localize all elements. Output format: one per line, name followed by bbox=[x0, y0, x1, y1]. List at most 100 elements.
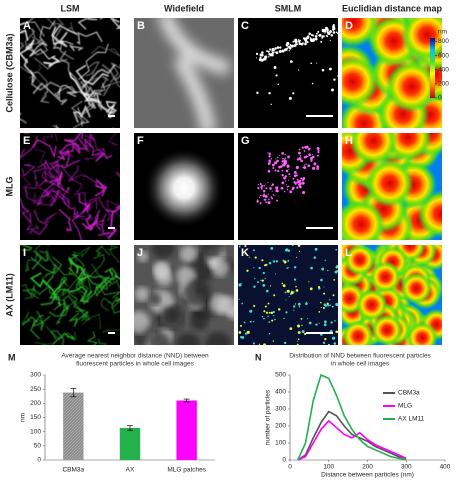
localization bbox=[307, 318, 309, 320]
fiber bbox=[96, 267, 118, 290]
localization bbox=[336, 264, 338, 268]
localization bbox=[291, 245, 294, 247]
localization bbox=[302, 37, 305, 40]
localization bbox=[271, 184, 273, 187]
y-tick-label: 150 bbox=[30, 414, 41, 421]
localization bbox=[293, 45, 296, 48]
localization bbox=[308, 32, 311, 36]
fiber bbox=[33, 159, 47, 180]
localization bbox=[315, 323, 318, 326]
fiber bbox=[115, 274, 120, 303]
x-tick-label: 400 bbox=[440, 464, 451, 471]
fiber bbox=[99, 75, 112, 97]
localization bbox=[329, 30, 332, 33]
y-tick-label: 300 bbox=[30, 372, 41, 379]
localization bbox=[329, 304, 331, 307]
localization bbox=[335, 302, 338, 307]
localization bbox=[272, 194, 275, 196]
localization bbox=[275, 158, 277, 160]
localization bbox=[303, 156, 307, 159]
fiber bbox=[77, 267, 89, 283]
localization bbox=[275, 186, 279, 190]
fiber bbox=[46, 18, 65, 27]
localization bbox=[281, 169, 284, 172]
localization bbox=[276, 159, 279, 163]
localization bbox=[288, 295, 290, 298]
fiber bbox=[88, 69, 99, 85]
localization bbox=[277, 170, 280, 173]
fiber bbox=[34, 148, 58, 178]
heat-spot bbox=[342, 55, 379, 108]
fiber bbox=[105, 204, 120, 213]
fiber bbox=[68, 254, 80, 276]
fiber bbox=[29, 42, 56, 60]
image-panel bbox=[20, 133, 120, 240]
localization bbox=[316, 146, 320, 150]
localization bbox=[293, 174, 297, 178]
localization bbox=[301, 178, 305, 181]
localization bbox=[259, 56, 262, 59]
localization bbox=[286, 267, 288, 269]
blob bbox=[134, 337, 148, 345]
localization bbox=[284, 180, 287, 182]
localization bbox=[310, 159, 313, 162]
localization bbox=[286, 41, 290, 46]
fiber bbox=[56, 289, 76, 309]
image-panel bbox=[134, 18, 234, 128]
localization bbox=[282, 157, 284, 160]
localization bbox=[243, 330, 245, 332]
blob bbox=[134, 286, 150, 302]
localization bbox=[263, 317, 265, 320]
localization bbox=[260, 194, 262, 197]
fiber bbox=[51, 24, 78, 46]
fiber bbox=[24, 42, 41, 53]
localization bbox=[316, 154, 319, 157]
localization bbox=[254, 256, 257, 259]
fiber bbox=[107, 245, 120, 263]
fiber bbox=[100, 297, 114, 312]
blob bbox=[179, 245, 198, 263]
localization bbox=[297, 245, 301, 247]
localization bbox=[295, 256, 298, 258]
fiber bbox=[34, 341, 53, 345]
localization bbox=[317, 151, 320, 154]
localization bbox=[335, 249, 337, 251]
localization bbox=[246, 269, 249, 272]
localization bbox=[267, 152, 269, 154]
image-panel bbox=[342, 245, 442, 345]
localization bbox=[264, 305, 267, 308]
fiber bbox=[84, 209, 102, 231]
localization bbox=[310, 266, 313, 270]
panel-letter: E bbox=[23, 135, 30, 147]
localization bbox=[268, 321, 271, 324]
localization bbox=[318, 322, 320, 324]
localization bbox=[312, 166, 316, 170]
fiber bbox=[51, 26, 68, 48]
localization bbox=[319, 33, 322, 37]
y-axis-label: nm bbox=[20, 413, 27, 422]
image-panel bbox=[20, 18, 120, 128]
localization bbox=[260, 53, 264, 57]
localization bbox=[296, 43, 299, 45]
localization bbox=[327, 28, 329, 30]
localization bbox=[265, 289, 269, 293]
localization bbox=[265, 201, 268, 204]
localization bbox=[264, 198, 267, 201]
heat-spot bbox=[342, 320, 375, 345]
blob bbox=[205, 331, 232, 345]
localization bbox=[239, 324, 242, 327]
localization bbox=[304, 332, 307, 336]
localization bbox=[308, 147, 311, 150]
fiber bbox=[38, 180, 70, 194]
localization bbox=[301, 181, 305, 185]
row-label: Cellulose (CBM3a) bbox=[4, 33, 14, 112]
localization bbox=[323, 36, 325, 38]
colorbar-tick-label: 0 bbox=[438, 95, 442, 102]
localization bbox=[277, 83, 280, 86]
localization bbox=[314, 35, 318, 38]
localization bbox=[308, 153, 311, 157]
x-tick-label: AX bbox=[126, 467, 135, 474]
localization bbox=[327, 343, 330, 345]
localization bbox=[263, 310, 266, 313]
blob bbox=[176, 332, 201, 345]
